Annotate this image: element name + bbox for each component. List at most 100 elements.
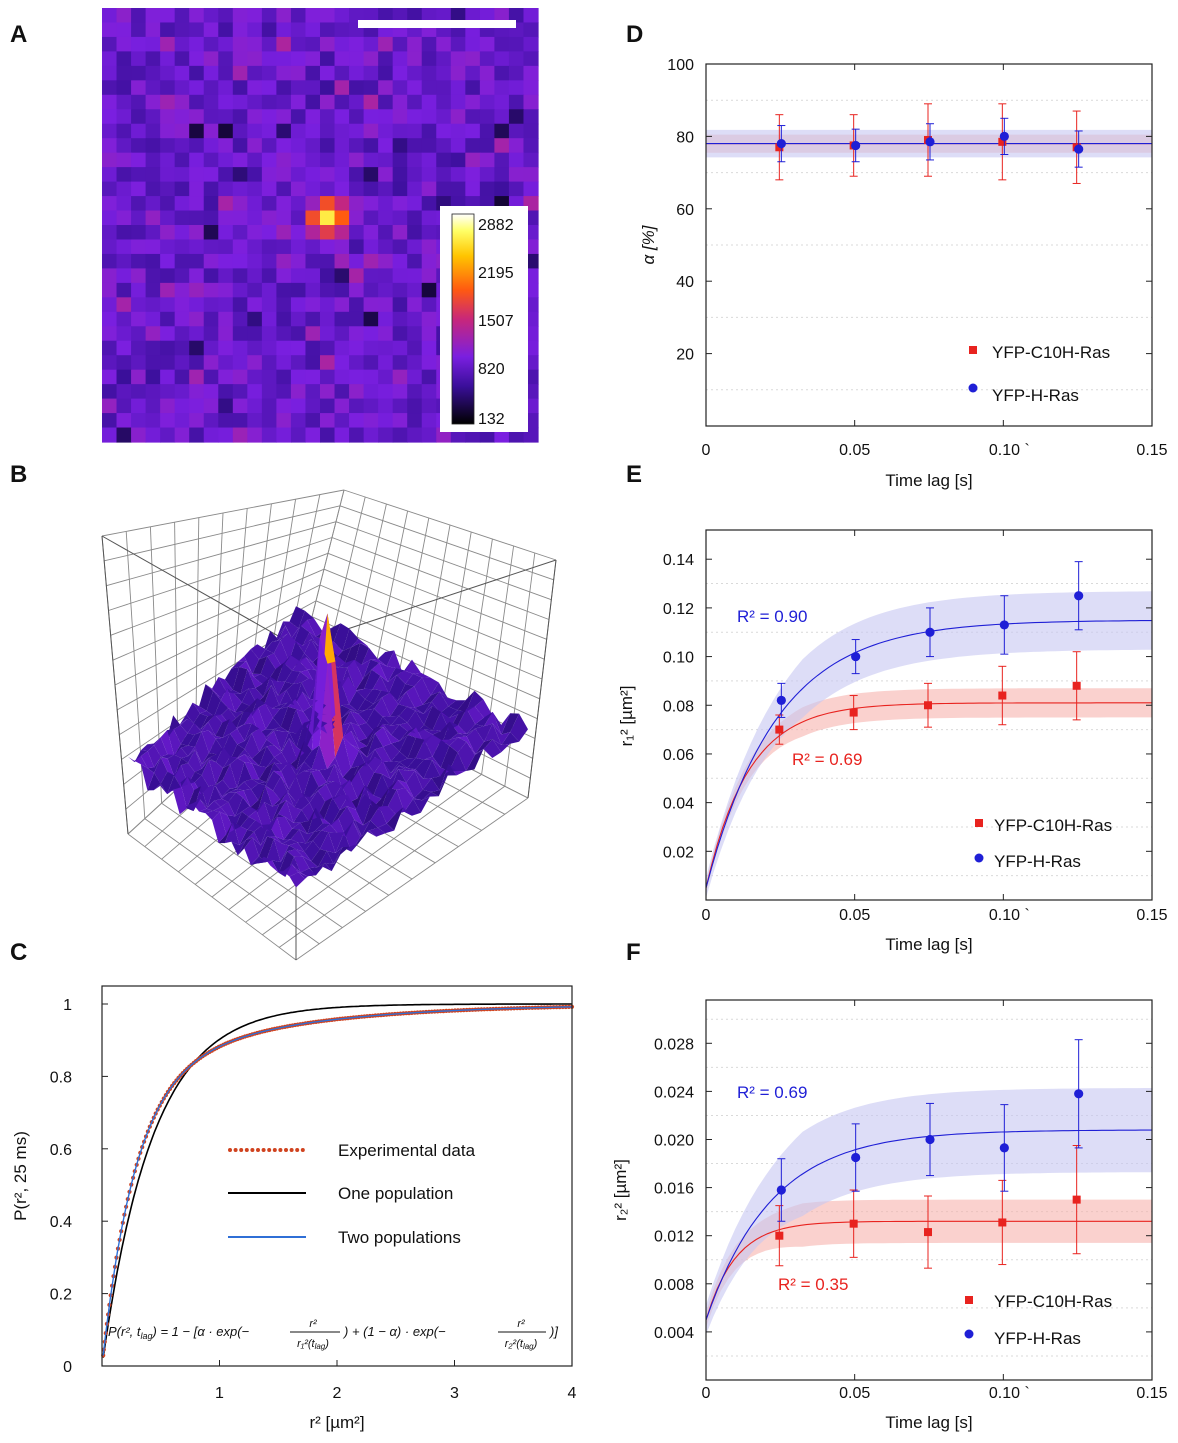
heatmap-cell [305, 282, 321, 298]
heatmap-cell [290, 36, 307, 52]
heatmap-cell [290, 253, 307, 269]
heatmap-cell [218, 355, 234, 371]
formula-lhs-end: ) = 1 − [α · exp(− [151, 1324, 250, 1339]
surface-facet [370, 806, 387, 828]
panel-c-xlabel: r² [µm²] [309, 1413, 364, 1432]
heatmap-cell [131, 355, 147, 371]
surface-facet [235, 797, 250, 817]
heatmap-cell [421, 138, 437, 154]
surface-facet [244, 754, 260, 766]
heatmap-cell [189, 268, 205, 284]
surface-facet [297, 653, 313, 665]
heatmap-cell [421, 253, 437, 269]
heatmap-cell [102, 22, 118, 38]
surface-facet [391, 724, 408, 741]
surface-facet [415, 706, 433, 725]
heatmap-cell [392, 210, 408, 226]
heatmap-cell [160, 65, 176, 81]
surface-facet [314, 823, 330, 832]
heatmap-cell [102, 311, 118, 327]
heatmap-cell [174, 138, 190, 154]
heatmap-cell [116, 311, 132, 327]
heatmap-cell [203, 239, 219, 255]
heatmap-cell [290, 181, 307, 197]
surface-facet [288, 709, 304, 734]
formula-frac1-den-end: ) [323, 1338, 329, 1350]
heatmap-cell [421, 355, 437, 371]
surface-facet [272, 633, 288, 642]
surface-facet [281, 762, 297, 789]
heatmap-cell [450, 138, 466, 154]
surface-facet [386, 650, 404, 675]
surface-facet [251, 779, 267, 784]
panel-d-x-tick-label: 0.10 ` [989, 442, 1030, 459]
surface-facet [235, 790, 251, 808]
surface-facet [391, 734, 408, 752]
heatmap-cell [232, 239, 248, 255]
heatmap-cell [523, 94, 539, 110]
heatmap-cell [218, 8, 234, 24]
panel-f-y-tick-label: 0.024 [654, 1084, 694, 1101]
panel-e-r2-blue: R² = 0.90 [737, 607, 807, 626]
heatmap-cell [378, 138, 394, 154]
heatmap-cell [116, 123, 132, 139]
cube-grid-line [327, 552, 547, 640]
surface-facet [259, 746, 275, 768]
surface-facet [283, 621, 299, 638]
heatmap-cell [407, 123, 423, 139]
heatmap-cell [102, 268, 118, 284]
surface-facet [276, 621, 292, 638]
heatmap-cell [494, 8, 510, 24]
cube-grid-line [116, 600, 317, 711]
heatmap-cell [378, 225, 394, 241]
panel-c-x-tick-label: 2 [333, 1385, 342, 1402]
heatmap-cell [203, 123, 219, 139]
surface-facet [292, 660, 308, 672]
surface-facet [383, 743, 400, 762]
heatmap-cell [349, 355, 365, 371]
heatmap-cell [349, 427, 365, 443]
heatmap-cell [116, 167, 132, 183]
surface-facet [180, 719, 195, 734]
surface-facet [192, 702, 207, 714]
surface-facet [458, 736, 476, 754]
heatmap-cell [290, 297, 307, 313]
heatmap-cell [421, 225, 437, 241]
heatmap-cell [174, 123, 190, 139]
data-point-blue [925, 1134, 935, 1145]
heatmap-cell [218, 384, 234, 400]
heatmap-cell [116, 253, 132, 269]
panel-f-ticks: 0 0.05 0.10 ` 0.15 0.004 0.008 0.012 0.016 0.020… [654, 1000, 1168, 1402]
heatmap-cell [131, 398, 147, 414]
surface-facet [390, 762, 408, 773]
surface-facet [342, 711, 359, 726]
heatmap-cell [320, 65, 336, 81]
surface-facet [382, 760, 399, 779]
surface-facet [245, 661, 261, 678]
heatmap-cell [276, 384, 292, 400]
surface-facet [300, 868, 316, 877]
surface-facet [281, 738, 297, 766]
heatmap-cell [145, 253, 161, 269]
heatmap-cell [189, 398, 205, 414]
surface-facet [205, 810, 220, 820]
heatmap-cell [450, 123, 466, 139]
data-point-blue [1074, 1089, 1084, 1099]
heatmap-cell [363, 123, 379, 139]
surface-facet [273, 730, 289, 752]
heatmap-cell [218, 80, 234, 96]
heatmap-cell [203, 152, 219, 168]
heatmap-cell [305, 65, 321, 81]
cube-grid-line [343, 489, 557, 561]
surface-facet [309, 790, 326, 818]
formula-frac1-num: r² [309, 1318, 317, 1330]
panel-e-y-tick-label: 0.04 [663, 796, 694, 813]
surface-facet [231, 840, 246, 856]
heatmap-cell [334, 8, 350, 24]
surface-facet [415, 759, 433, 779]
heatmap-cell [305, 369, 321, 385]
heatmap-cell [407, 181, 423, 197]
heatmap-cell [392, 138, 408, 154]
heatmap-cell [320, 123, 336, 139]
heatmap-cell [378, 427, 394, 443]
